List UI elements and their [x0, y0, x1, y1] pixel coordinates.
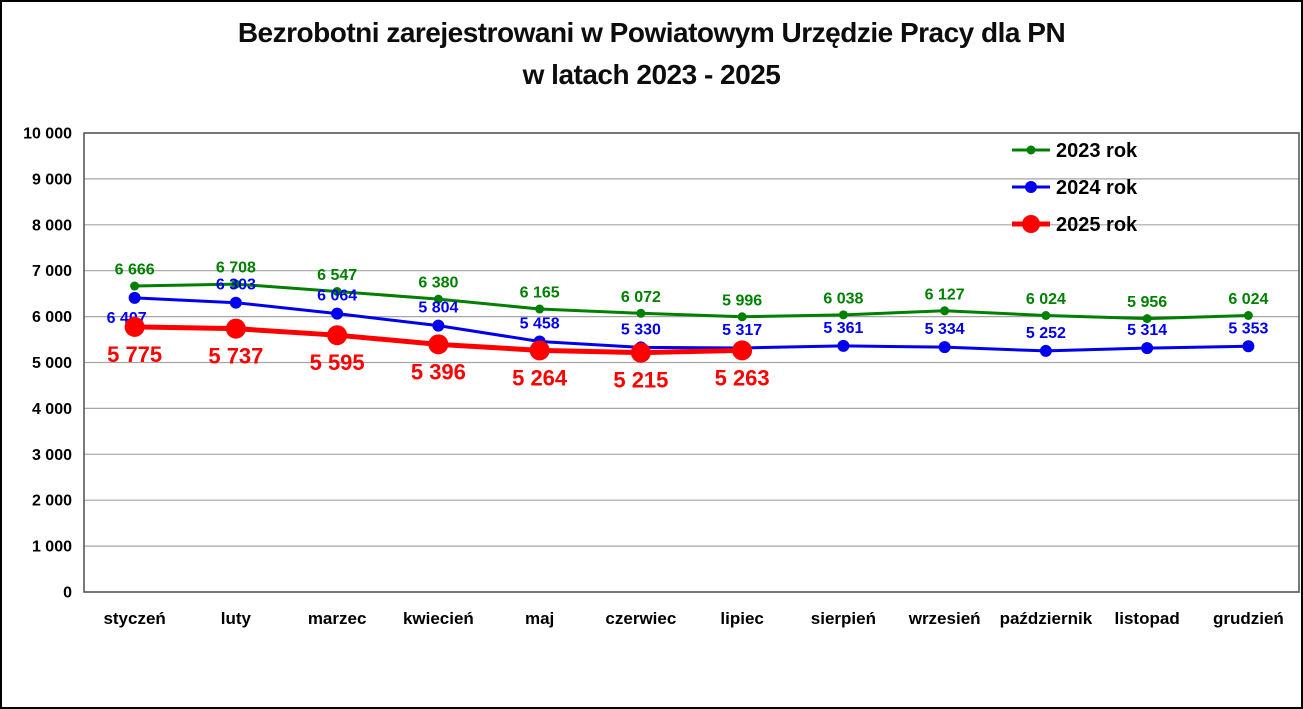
- y-tick-label: 4 000: [32, 401, 72, 418]
- data-point-2024-rok: [128, 291, 141, 304]
- data-label: 6 072: [621, 289, 661, 306]
- data-point-2024-rok: [938, 341, 951, 354]
- x-tick-label: styczeń: [103, 609, 165, 628]
- x-tick-label: kwiecień: [403, 609, 474, 628]
- data-point-2023-rok: [332, 286, 342, 296]
- chart-title-line1: Bezrobotni zarejestrowani w Powiatowym U…: [237, 17, 1066, 48]
- data-point-2023-rok: [535, 304, 545, 314]
- y-tick-label: 5 000: [32, 355, 72, 372]
- data-label: 5 263: [715, 365, 770, 390]
- x-tick-label: czerwiec: [605, 609, 676, 628]
- x-tick-label: maj: [525, 609, 554, 628]
- data-label: 6 165: [520, 285, 560, 302]
- data-point-2023-rok: [636, 308, 646, 318]
- data-point-2024-rok: [432, 319, 445, 332]
- data-point-2025-rok: [428, 334, 449, 355]
- data-label: 5 317: [722, 322, 762, 339]
- x-tick-label: listopad: [1115, 609, 1180, 628]
- data-label: 5 334: [925, 321, 965, 338]
- data-point-2025-rok: [124, 316, 145, 337]
- data-label: 6 064: [317, 288, 357, 305]
- data-point-2024-rok: [331, 307, 344, 320]
- x-tick-label: październik: [1000, 609, 1093, 628]
- legend-item-2025-rok: 2025 rok: [1012, 214, 1138, 236]
- y-tick-label: 9 000: [32, 171, 72, 188]
- y-tick-label: 7 000: [32, 263, 72, 280]
- y-tick-label: 3 000: [32, 447, 72, 464]
- data-label: 5 956: [1127, 294, 1167, 311]
- legend-dot-marker: [1025, 181, 1037, 193]
- legend-item-2024-rok: 2024 rok: [1012, 177, 1138, 199]
- x-tick-label: marzec: [308, 609, 367, 628]
- x-tick-label: sierpień: [811, 609, 876, 628]
- data-point-2024-rok: [1141, 342, 1154, 355]
- y-tick-label: 2 000: [32, 493, 72, 510]
- data-point-2023-rok: [940, 306, 950, 316]
- data-point-2023-rok: [1142, 314, 1152, 324]
- data-label: 5 775: [107, 342, 162, 367]
- data-point-2023-rok: [1041, 310, 1051, 320]
- data-point-2023-rok: [130, 281, 140, 291]
- data-point-2025-rok: [529, 340, 550, 361]
- data-point-2024-rok: [1242, 340, 1255, 353]
- data-label: 5 314: [1127, 322, 1167, 339]
- data-label: 5 737: [208, 344, 263, 369]
- data-point-2024-rok: [837, 339, 850, 352]
- legend-label: 2024 rok: [1056, 177, 1138, 199]
- data-label: 5 396: [411, 359, 466, 384]
- chart-title-line2: w latach 2023 - 2025: [522, 59, 781, 90]
- data-label: 5 330: [621, 321, 661, 338]
- chart-title: Bezrobotni zarejestrowani w Powiatowym U…: [2, 12, 1301, 96]
- data-label: 6 380: [418, 275, 458, 292]
- data-label: 6 024: [1026, 291, 1066, 308]
- legend-label: 2023 rok: [1056, 140, 1138, 162]
- data-point-2025-rok: [732, 340, 753, 361]
- x-tick-label: wrzesień: [908, 609, 981, 628]
- legend-dot-marker: [1022, 215, 1040, 233]
- data-label: 6 547: [317, 267, 357, 284]
- data-label: 6 127: [925, 286, 965, 303]
- data-label: 5 215: [613, 368, 668, 393]
- x-tick-label: grudzień: [1213, 609, 1284, 628]
- data-point-2023-rok: [737, 312, 747, 322]
- y-tick-label: 10 000: [23, 126, 72, 143]
- x-tick-label: luty: [221, 609, 252, 628]
- legend-item-2023-rok: 2023 rok: [1012, 140, 1138, 162]
- data-point-2024-rok: [1039, 344, 1052, 357]
- legend-label: 2025 rok: [1056, 214, 1138, 236]
- data-point-2025-rok: [630, 342, 651, 363]
- data-label: 6 303: [216, 277, 256, 294]
- y-tick-label: 8 000: [32, 217, 72, 234]
- data-label: 5 458: [520, 315, 560, 332]
- data-label: 6 038: [823, 290, 863, 307]
- data-point-2023-rok: [231, 279, 241, 289]
- data-label: 6 708: [216, 260, 256, 277]
- data-point-2025-rok: [327, 325, 348, 346]
- data-point-2023-rok: [838, 310, 848, 320]
- data-label: 5 996: [722, 292, 762, 309]
- data-label: 5 353: [1228, 320, 1268, 337]
- y-tick-label: 0: [63, 585, 72, 602]
- plot-frame: [83, 132, 1300, 593]
- y-tick-label: 6 000: [32, 309, 72, 326]
- data-point-2025-rok: [225, 318, 246, 339]
- legend-dot-marker: [1026, 145, 1036, 155]
- series-line-2024-rok: [133, 296, 1250, 353]
- data-label: 5 264: [512, 365, 568, 390]
- data-label: 6 024: [1228, 291, 1268, 308]
- data-label: 5 252: [1026, 325, 1066, 342]
- y-tick-label: 1 000: [32, 539, 72, 556]
- data-point-2023-rok: [1243, 310, 1253, 320]
- data-label: 5 595: [310, 350, 365, 375]
- data-label: 6 666: [115, 262, 155, 279]
- data-point-2023-rok: [433, 294, 443, 304]
- data-label: 5 804: [418, 300, 458, 317]
- series-line-2023-rok: [133, 282, 1250, 321]
- data-label: 5 361: [823, 320, 863, 337]
- data-point-2024-rok: [229, 296, 242, 309]
- x-tick-label: lipiec: [720, 609, 763, 628]
